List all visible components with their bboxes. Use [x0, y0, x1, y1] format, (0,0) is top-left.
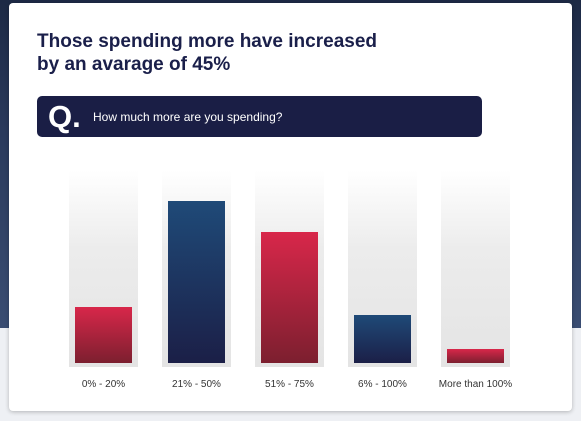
x-tick-label: 0% - 20% — [81, 379, 126, 390]
bar-3 — [261, 232, 318, 363]
bar-track — [441, 170, 510, 367]
x-tick-label: 51% - 75% — [265, 379, 314, 390]
x-tick-label: More than 100% — [438, 379, 513, 390]
bar-1 — [75, 307, 132, 363]
question-text: How much more are you spending? — [93, 110, 283, 124]
bar-5 — [447, 349, 504, 363]
chart-title: Those spending more have increased by an… — [37, 31, 377, 75]
x-tick-label: 21% - 50% — [172, 379, 221, 390]
bar-2 — [168, 201, 225, 363]
question-letter: Q. — [48, 99, 81, 134]
question-banner: Q. How much more are you spending? — [37, 96, 482, 137]
x-tick-label: 6% - 100% — [358, 379, 407, 390]
bar-4 — [354, 315, 411, 363]
